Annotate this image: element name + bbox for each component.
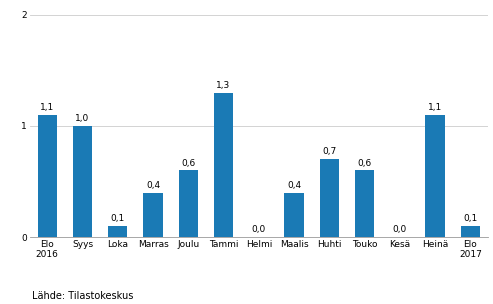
Text: 1,0: 1,0: [75, 114, 90, 123]
Bar: [73, 126, 92, 237]
Text: 1,3: 1,3: [216, 81, 231, 90]
Bar: [319, 159, 339, 237]
Bar: [37, 115, 57, 237]
Text: 0,0: 0,0: [393, 225, 407, 234]
Bar: [214, 92, 233, 237]
Bar: [461, 226, 480, 237]
Bar: [178, 170, 198, 237]
Bar: [355, 170, 374, 237]
Text: Lähde: Tilastokeskus: Lähde: Tilastokeskus: [32, 291, 134, 301]
Text: 0,0: 0,0: [252, 225, 266, 234]
Bar: [108, 226, 128, 237]
Text: 0,4: 0,4: [287, 181, 301, 190]
Text: 0,1: 0,1: [110, 214, 125, 223]
Text: 0,1: 0,1: [463, 214, 478, 223]
Bar: [425, 115, 445, 237]
Text: 1,1: 1,1: [428, 103, 442, 112]
Text: 0,6: 0,6: [357, 159, 372, 168]
Text: 0,6: 0,6: [181, 159, 195, 168]
Text: 1,1: 1,1: [40, 103, 54, 112]
Text: 0,4: 0,4: [146, 181, 160, 190]
Bar: [284, 193, 304, 237]
Bar: [143, 193, 163, 237]
Text: 0,7: 0,7: [322, 147, 337, 157]
